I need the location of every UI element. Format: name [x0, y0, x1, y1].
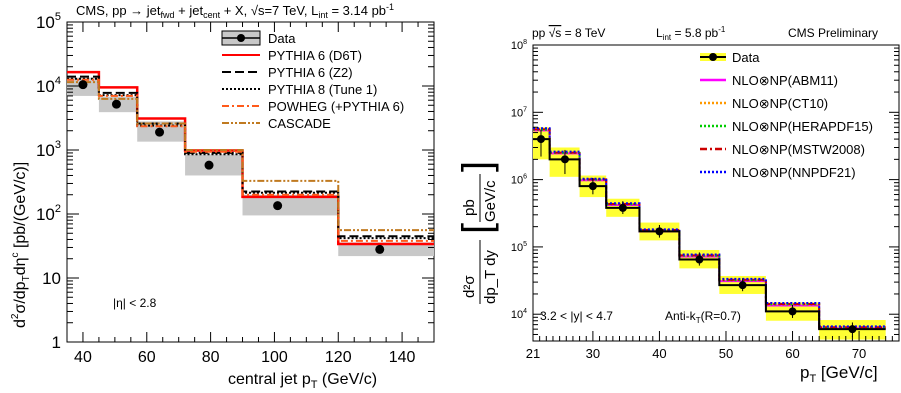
data-point: [204, 160, 214, 170]
right-ylabel-numerator: d²σ: [461, 275, 478, 298]
legend-label: PYTHIA 6 (D6T): [268, 48, 362, 63]
right-x-axis-label: pT [GeV/c]: [800, 363, 878, 385]
left-title: CMS, pp → jetfwd + jetcent + X, √s=7 TeV…: [76, 2, 394, 20]
series-line: [533, 127, 886, 328]
legend-label: NLO⊗NP(HERAPDF15): [732, 119, 873, 134]
x-tick-label: 40: [652, 346, 666, 361]
legend-label: POWHEG (+PYTHIA 6): [268, 99, 404, 114]
right-annotation-algo: Anti-kT(R=0.7): [665, 309, 741, 325]
legend-label: NLO⊗NP(NNPDF21): [732, 165, 856, 180]
data-point: [560, 155, 569, 164]
x-tick-label: 40: [74, 349, 92, 366]
x-tick-label: 30: [586, 346, 600, 361]
x-tick-label: 21: [526, 346, 540, 361]
x-tick-label: 80: [202, 349, 220, 366]
series-line: [67, 81, 434, 232]
series-line: [533, 129, 886, 330]
legend-label: PYTHIA 8 (Tune 1): [268, 82, 377, 97]
x-tick-label: 60: [785, 346, 799, 361]
y-tick-label: 107: [511, 106, 527, 119]
left-x-axis-label: central jet pT (GeV/c): [228, 371, 377, 391]
right-y-axis-label: d²σ dp_T dy [ pb GeV/c ]: [455, 161, 499, 304]
right-ylabel-bracket-num: pb: [461, 199, 478, 216]
legend-label: NLO⊗NP(ABM11): [732, 73, 838, 88]
legend-data-marker: [237, 34, 245, 42]
y-tick-label: 106: [511, 174, 527, 187]
legend-label: PYTHIA 6 (Z2): [268, 65, 353, 80]
x-tick-label: 120: [325, 349, 352, 366]
y-tick-label: 105: [511, 241, 527, 254]
y-tick-label: 10: [42, 269, 61, 288]
y-tick-label: 102: [36, 203, 61, 224]
data-point: [588, 182, 597, 191]
data-point: [111, 99, 121, 109]
x-tick-label: 140: [389, 349, 416, 366]
left-plot-frame: [66, 21, 435, 343]
data-point: [738, 281, 747, 290]
data-point: [788, 307, 797, 316]
data-uncertainty-band: [185, 154, 243, 176]
right-annotation-rapidity: 3.2 < |y| < 4.7: [540, 309, 613, 323]
right-title-right: CMS Preliminary: [788, 26, 878, 40]
x-tick-label: 50: [719, 346, 733, 361]
data-point: [155, 127, 165, 137]
y-tick-label: 105: [36, 11, 61, 32]
legend-data-marker: [709, 53, 717, 61]
y-tick-label: 103: [36, 139, 61, 160]
right-legend: Data NLO⊗NP(ABM11) NLO⊗NP(CT10) NLO⊗NP(HERA…: [700, 50, 873, 180]
left-annotation-eta: |η| < 2.8: [113, 296, 157, 310]
data-point: [655, 227, 664, 236]
left-legend: Data PYTHIA 6 (D6T) PYTHIA 6 (Z2) PYTHIA 8 …: [221, 30, 404, 131]
series-line: [533, 128, 886, 329]
data-point: [536, 135, 545, 144]
y-tick-label: 108: [511, 39, 527, 52]
data-point: [618, 203, 627, 212]
right-title-mid: Lint = 5.8 pb-1: [656, 25, 726, 42]
x-tick-label: 60: [138, 349, 156, 366]
right-plot-frame: [532, 44, 900, 342]
series-line: [533, 128, 886, 329]
x-tick-label: 70: [852, 346, 866, 361]
y-tick-label: 1: [52, 333, 61, 352]
left-y-axis-label: d2σ/dpTdηc [pb/(GeV/c)]: [10, 162, 32, 328]
right-ylabel-bracket-den: GeV/c: [482, 180, 499, 222]
data-uncertainty-band: [338, 242, 434, 257]
right-ylabel-denominator: dp_T dy: [482, 250, 499, 304]
data-point: [375, 244, 385, 254]
data-point: [695, 255, 704, 264]
legend-label: NLO⊗NP(MSTW2008): [732, 142, 865, 157]
y-tick-label: 104: [36, 75, 61, 96]
data-point: [78, 80, 88, 90]
data-point: [848, 325, 857, 334]
right-chart: pp √s = 8 TeV Lint = 5.8 pb-1 CMS Prelim…: [455, 25, 900, 385]
right-title-left: pp √s = 8 TeV: [532, 26, 605, 40]
data-point: [273, 201, 283, 211]
data-uncertainty-band: [242, 194, 339, 216]
right-ylabel-bracket-close: ]: [455, 161, 499, 172]
legend-label: CASCADE: [268, 116, 331, 131]
y-tick-label: 104: [511, 308, 527, 321]
legend-label: Data: [732, 50, 760, 65]
x-tick-label: 100: [261, 349, 288, 366]
right-ylabel-bracket-open: [: [455, 223, 499, 234]
series-line: [533, 127, 886, 328]
legend-label: Data: [268, 31, 296, 46]
left-chart: CMS, pp → jetfwd + jetcent + X, √s=7 TeV…: [10, 2, 435, 391]
legend-label: NLO⊗NP(CT10): [732, 96, 828, 111]
